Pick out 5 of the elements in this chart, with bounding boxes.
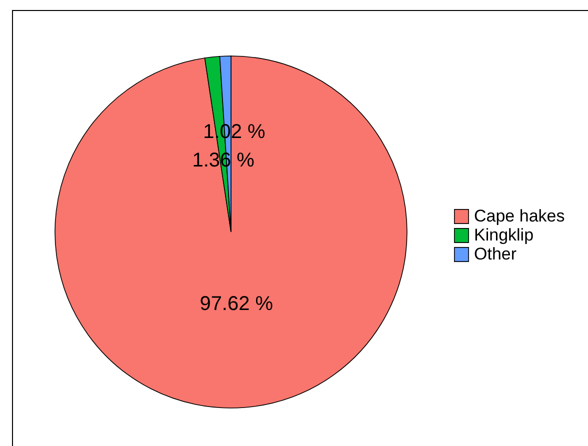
legend-label: Kingklip [474,226,534,244]
legend-label: Cape hakes [474,206,565,226]
legend-label: Other [474,244,517,264]
pie-slice [54,56,408,408]
data-label: 97.62 % [200,292,274,315]
